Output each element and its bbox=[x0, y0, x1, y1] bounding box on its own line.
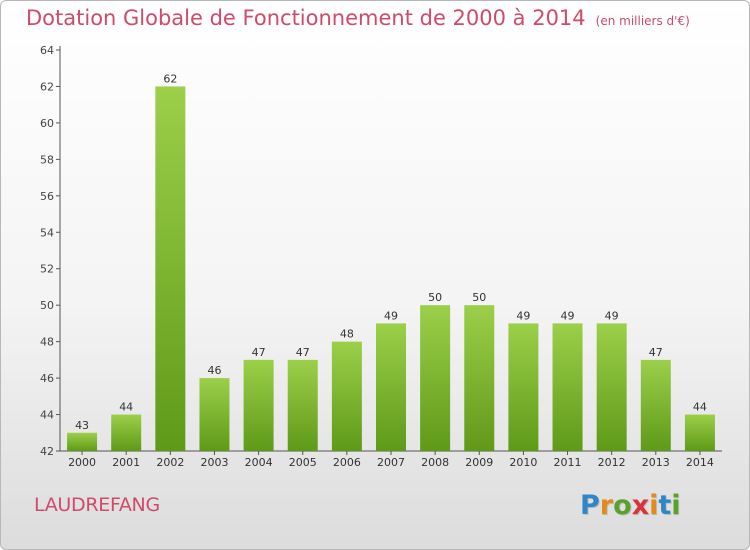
chart-title: Dotation Globale de Fonctionnement de 20… bbox=[26, 6, 586, 30]
bar bbox=[243, 359, 274, 451]
logo-letter: i bbox=[671, 490, 681, 521]
x-tick-label: 2003 bbox=[200, 456, 228, 469]
bar bbox=[287, 359, 318, 451]
bar bbox=[420, 305, 451, 451]
data-label: 43 bbox=[75, 419, 89, 432]
x-tick-label: 2014 bbox=[686, 456, 714, 469]
y-tick-label: 48 bbox=[40, 336, 54, 349]
chart-header: Dotation Globale de Fonctionnement de 20… bbox=[26, 6, 690, 30]
x-tick-label: 2010 bbox=[509, 456, 537, 469]
y-tick-label: 44 bbox=[40, 409, 54, 422]
x-tick-label: 2005 bbox=[289, 456, 317, 469]
bar bbox=[552, 323, 583, 451]
x-tick-label: 2009 bbox=[465, 456, 493, 469]
x-tick-label: 2000 bbox=[68, 456, 96, 469]
y-tick-label: 42 bbox=[40, 445, 54, 458]
y-tick-label: 54 bbox=[40, 226, 54, 239]
bar bbox=[67, 432, 98, 451]
y-tick-label: 64 bbox=[40, 44, 54, 57]
chart-subtitle: (en milliers d'€) bbox=[595, 14, 690, 28]
data-label: 62 bbox=[163, 72, 177, 85]
data-label: 46 bbox=[207, 364, 221, 377]
data-label: 44 bbox=[693, 401, 707, 414]
x-tick-label: 2012 bbox=[598, 456, 626, 469]
x-tick-label: 2002 bbox=[156, 456, 184, 469]
x-tick-label: 2001 bbox=[112, 456, 140, 469]
bar bbox=[155, 86, 186, 452]
bar bbox=[331, 341, 362, 451]
bar bbox=[199, 378, 230, 451]
data-label: 47 bbox=[252, 346, 266, 359]
x-tick-label: 2011 bbox=[554, 456, 582, 469]
bar bbox=[508, 323, 539, 451]
y-tick-label: 60 bbox=[40, 117, 54, 130]
bar bbox=[640, 359, 671, 451]
bar bbox=[111, 414, 142, 451]
logo-letter: o bbox=[613, 490, 632, 521]
y-tick-label: 58 bbox=[40, 153, 54, 166]
logo-letter: x bbox=[631, 490, 650, 521]
y-tick-label: 56 bbox=[40, 190, 54, 203]
bar bbox=[376, 323, 406, 451]
data-label: 49 bbox=[561, 309, 575, 322]
data-label: 44 bbox=[119, 401, 133, 414]
data-label: 50 bbox=[428, 291, 442, 304]
proxiti-logo: Proxiti bbox=[580, 490, 681, 521]
x-tick-label: 2004 bbox=[245, 456, 273, 469]
x-tick-label: 2006 bbox=[333, 456, 361, 469]
logo-letter: i bbox=[649, 490, 659, 521]
y-tick-label: 46 bbox=[40, 372, 54, 385]
logo-letter: t bbox=[658, 490, 672, 521]
bar bbox=[684, 414, 715, 451]
data-label: 49 bbox=[516, 309, 530, 322]
bar bbox=[596, 323, 627, 451]
data-label: 49 bbox=[384, 309, 398, 322]
logo-letter: P bbox=[580, 490, 600, 521]
commune-name: LAUDREFANG bbox=[34, 494, 160, 516]
x-tick-label: 2008 bbox=[421, 456, 449, 469]
data-label: 48 bbox=[340, 328, 354, 341]
data-label: 47 bbox=[296, 346, 310, 359]
logo-letter: r bbox=[599, 490, 614, 521]
x-tick-label: 2013 bbox=[642, 456, 670, 469]
data-label: 49 bbox=[605, 309, 619, 322]
bar bbox=[464, 305, 495, 451]
x-tick-label: 2007 bbox=[377, 456, 405, 469]
y-tick-label: 62 bbox=[40, 80, 54, 93]
y-tick-label: 50 bbox=[40, 299, 54, 312]
data-label: 47 bbox=[649, 346, 663, 359]
y-tick-label: 52 bbox=[40, 263, 54, 276]
data-label: 50 bbox=[472, 291, 486, 304]
